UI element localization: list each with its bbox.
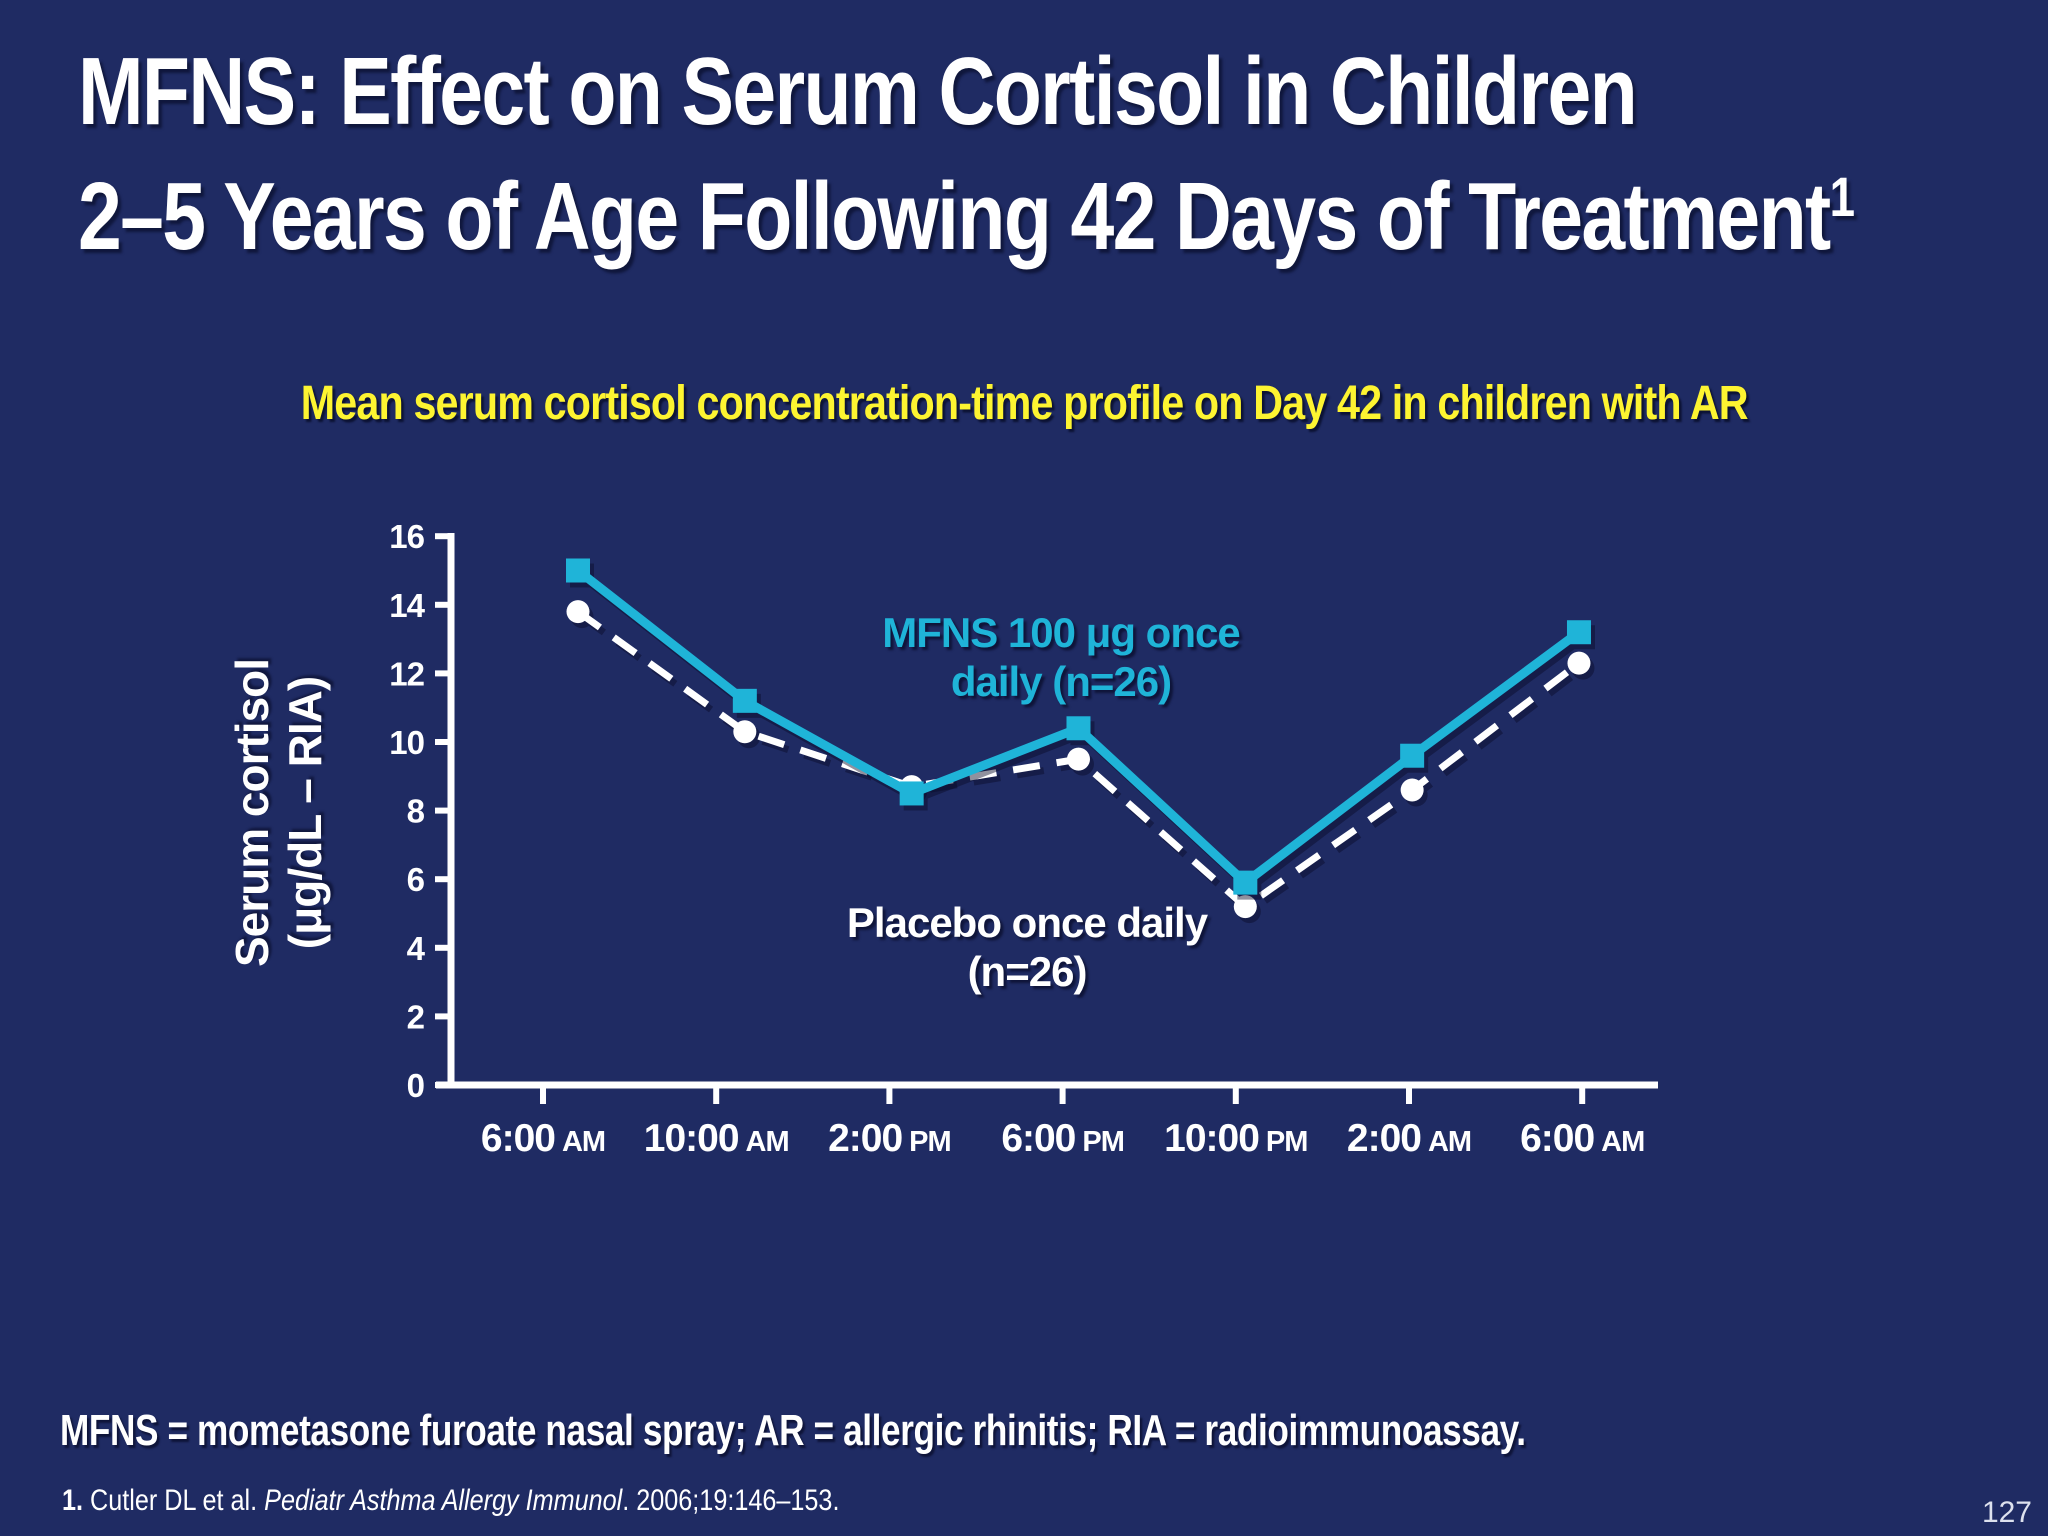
slide-title-line2: 2–5 Years of Age Following 42 Days of Tr… <box>78 162 1855 270</box>
reference-journal: Pediatr Asthma Allergy Immunol <box>264 1484 623 1517</box>
data-point-square <box>732 688 757 713</box>
x-tick-label: 6:00 AM <box>481 1117 605 1160</box>
data-point-square <box>1233 870 1258 895</box>
data-point-square <box>899 781 924 806</box>
data-point-circle <box>1567 651 1591 675</box>
data-point-circle <box>1400 778 1424 802</box>
slide-title-line1: MFNS: Effect on Serum Cortisol in Childr… <box>78 38 1638 145</box>
y-tick-label: 0 <box>407 1067 424 1104</box>
y-tick-label: 2 <box>407 998 425 1035</box>
x-tick-label: 6:00 AM <box>1520 1117 1644 1160</box>
chart-subtitle-wrap: Mean serum cortisol concentration-time p… <box>0 376 2048 431</box>
chart-tick-labels: 0 2 4 6 8 10 12 14 16 6:00 AM 10:00 AM 2:00 PM 6:00 PM 10… <box>389 518 1645 1160</box>
y-tick-label: 10 <box>389 724 424 761</box>
reference-citation: 1. Cutler DL et al. Pediatr Asthma Aller… <box>62 1484 1406 1518</box>
slide-title: MFNS: Effect on Serum Cortisol in Childr… <box>78 30 1964 280</box>
y-tick-label: 12 <box>389 655 424 692</box>
page-number: 127 <box>1981 1496 2032 1529</box>
y-axis-label: Serum cortisol (μg/dL – RIA) <box>226 658 332 968</box>
reference-number: 1. <box>62 1484 84 1517</box>
series-label-mfns: MFNS 100 μg once daily (n=26) <box>882 609 1240 706</box>
y-tick-label: 14 <box>389 587 425 624</box>
data-point-circle <box>1233 895 1257 919</box>
data-point-square <box>1400 743 1425 768</box>
series-label-placebo: Placebo once daily (n=26) <box>846 899 1208 996</box>
reference-details: . 2006;19:146–153. <box>622 1484 840 1517</box>
x-tick-label: 10:00 PM <box>1164 1117 1307 1160</box>
data-point-circle <box>566 600 590 624</box>
reference-authors: Cutler DL et al. <box>83 1484 265 1517</box>
title-reference-superscript: 1 <box>1829 165 1855 228</box>
series-mfns <box>566 558 1591 895</box>
x-tick-label: 6:00 PM <box>1001 1117 1124 1160</box>
x-tick-label: 10:00 AM <box>644 1117 789 1160</box>
series-placebo <box>566 600 1591 919</box>
y-tick-label: 4 <box>407 930 426 967</box>
y-tick-label: 8 <box>407 793 425 830</box>
data-point-square <box>566 558 590 583</box>
y-tick-label: 6 <box>407 861 425 898</box>
x-tick-label: 2:00 PM <box>828 1117 951 1160</box>
data-point-square <box>1566 620 1591 645</box>
y-tick-label: 16 <box>389 518 424 555</box>
data-point-square <box>1066 716 1091 741</box>
chart-subtitle: Mean serum cortisol concentration-time p… <box>300 377 1749 430</box>
chart-ticks <box>435 533 1586 1104</box>
abbreviations-footnote: MFNS = mometasone furoate nasal spray; A… <box>60 1406 1526 1455</box>
data-point-circle <box>1066 747 1090 771</box>
data-point-circle <box>733 720 757 744</box>
x-tick-label: 2:00 AM <box>1347 1117 1471 1160</box>
